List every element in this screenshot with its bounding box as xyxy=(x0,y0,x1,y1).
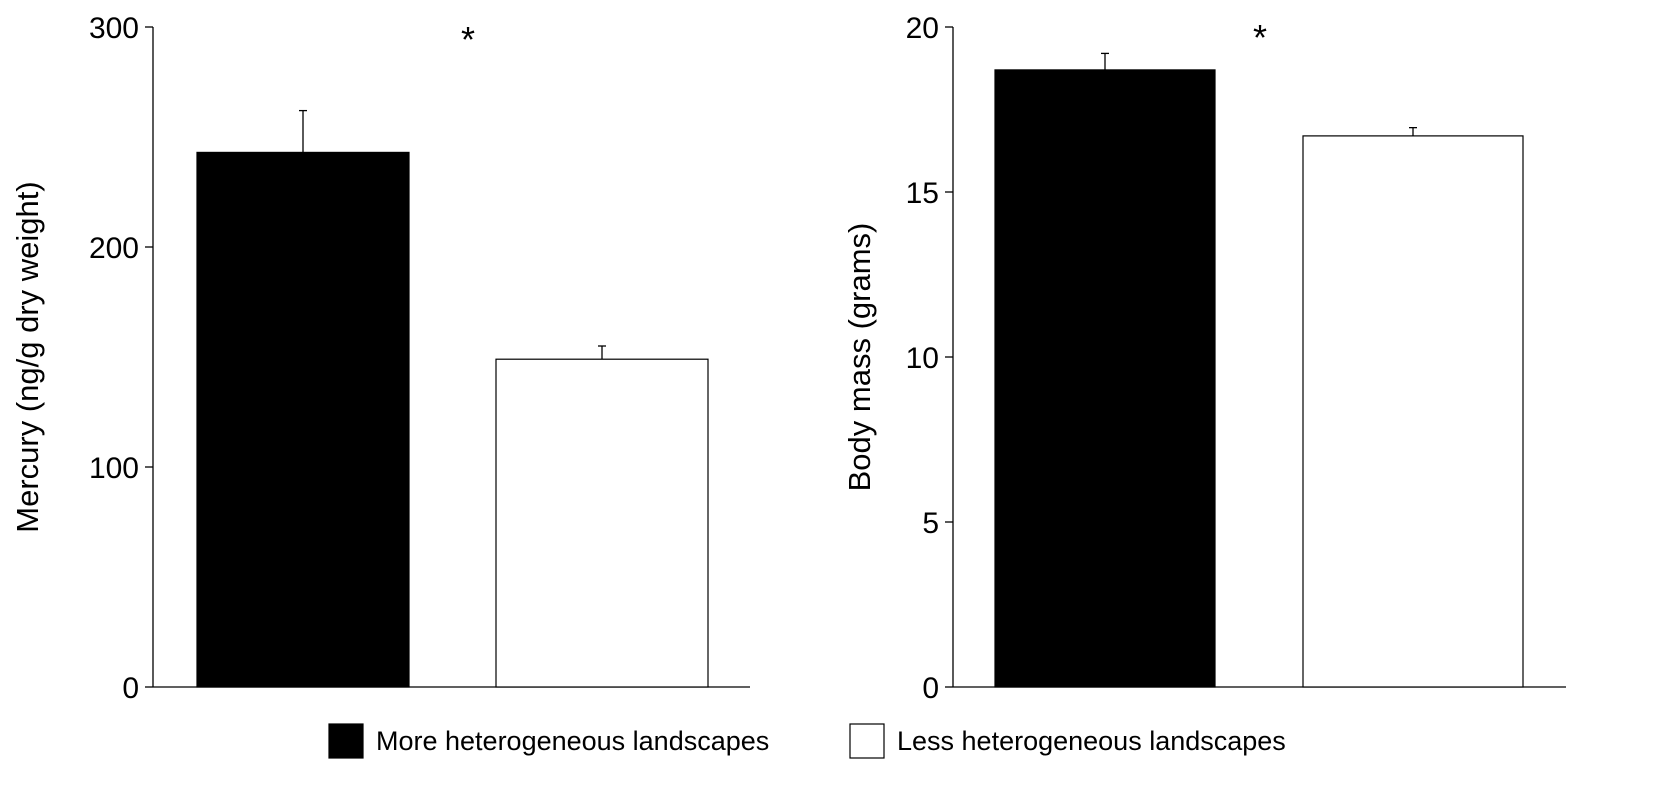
legend-label: More heterogeneous landscapes xyxy=(376,726,769,756)
y-tick-label: 20 xyxy=(906,12,939,45)
significance-marker: * xyxy=(1253,17,1267,58)
bar xyxy=(196,151,410,688)
y-tick-label: 200 xyxy=(89,232,139,265)
y-tick-label: 300 xyxy=(89,12,139,45)
y-tick-label: 0 xyxy=(122,672,139,705)
legend-swatch xyxy=(328,723,364,759)
body-mass-panel: 0 5 10 15 20 * Body mass (grams) xyxy=(842,12,1566,705)
legend-label: Less heterogeneous landscapes xyxy=(897,726,1286,756)
y-axis-label: Body mass (grams) xyxy=(842,223,877,492)
bar xyxy=(1302,135,1524,688)
mercury-panel: 0 100 200 300 * Mercury (ng/g dry weight) xyxy=(10,12,750,705)
legend: More heterogeneous landscapes Less hetero… xyxy=(328,723,1286,759)
significance-marker: * xyxy=(461,19,475,60)
y-tick-label: 10 xyxy=(906,342,939,375)
legend-swatch xyxy=(849,723,885,759)
y-tick-label: 5 xyxy=(922,507,939,540)
bar xyxy=(495,358,709,688)
y-tick-label: 100 xyxy=(89,452,139,485)
y-axis-label: Mercury (ng/g dry weight) xyxy=(10,181,45,532)
y-tick-label: 15 xyxy=(906,177,939,210)
y-tick-label: 0 xyxy=(922,672,939,705)
bar xyxy=(994,69,1216,688)
